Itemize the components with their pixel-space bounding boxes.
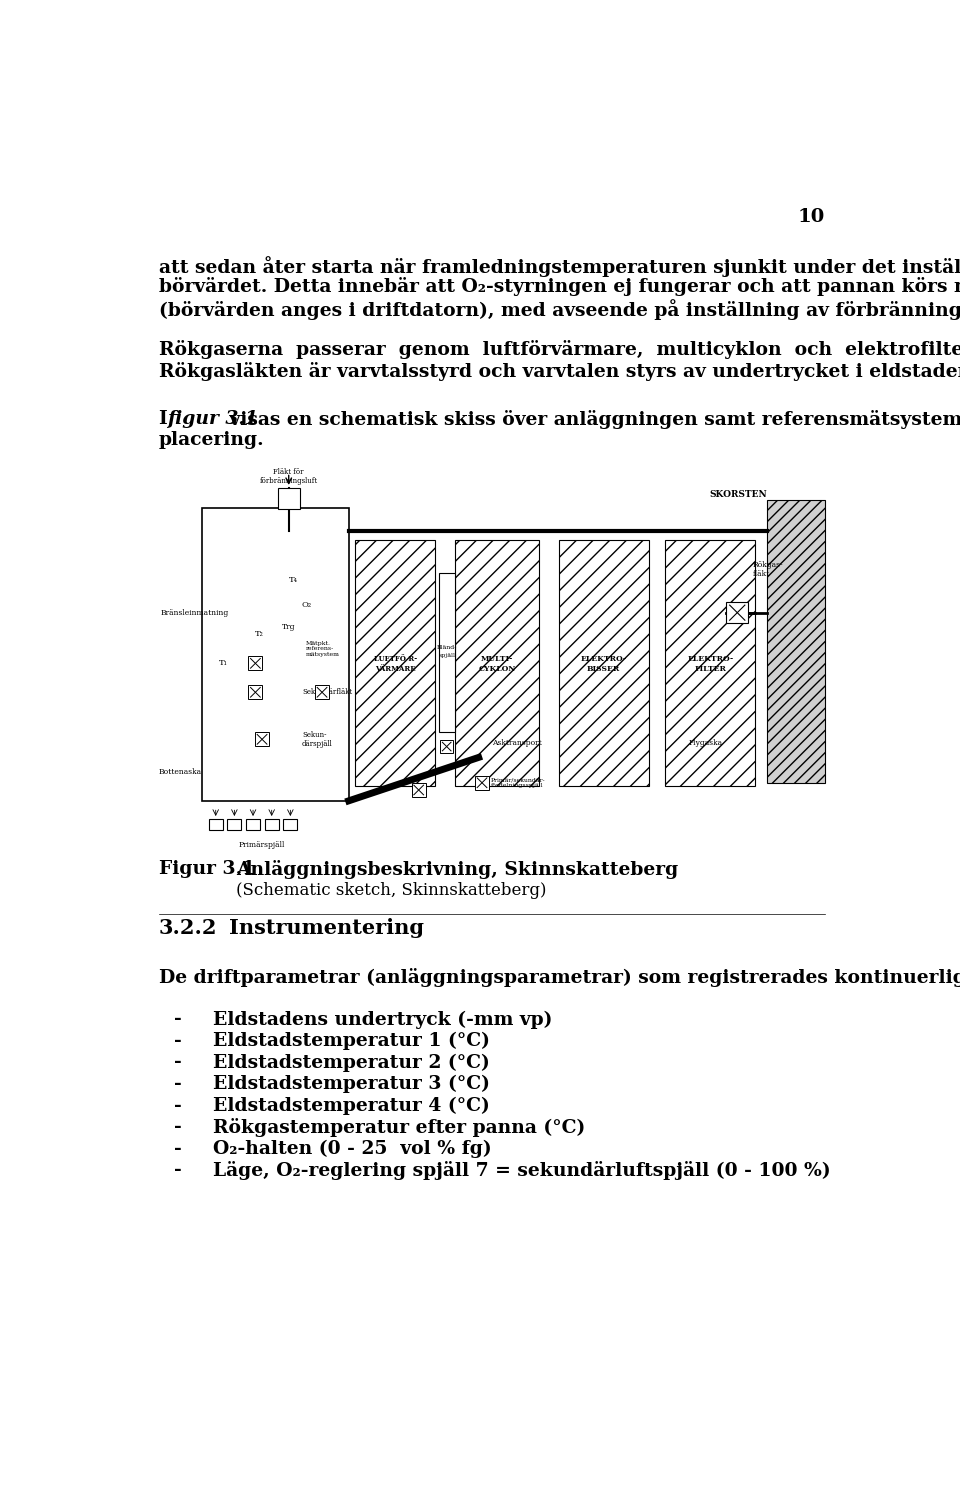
Text: BISSER: BISSER bbox=[587, 666, 620, 673]
Text: spjäll: spjäll bbox=[438, 654, 455, 658]
Bar bbox=[249, 685, 262, 700]
Bar bbox=[228, 819, 241, 831]
Text: -: - bbox=[175, 1096, 182, 1115]
Text: att sedan åter starta när framledningstemperaturen sjunkit under det inställda: att sedan åter starta när framledningste… bbox=[158, 256, 960, 277]
Text: figur 3.1: figur 3.1 bbox=[167, 409, 258, 427]
Text: CYKLON: CYKLON bbox=[478, 666, 516, 673]
Text: Instrumentering: Instrumentering bbox=[228, 917, 423, 938]
Text: SKORSTEN: SKORSTEN bbox=[709, 490, 767, 499]
Text: 10: 10 bbox=[798, 208, 826, 226]
Text: Fläkt för
förbränningsluft: Fläkt för förbränningsluft bbox=[259, 468, 318, 485]
Bar bbox=[255, 733, 269, 746]
Text: Primärspjäll: Primärspjäll bbox=[239, 841, 285, 849]
Bar bbox=[208, 819, 223, 831]
Text: T₂: T₂ bbox=[255, 630, 264, 639]
Bar bbox=[355, 541, 435, 786]
Text: Figur 3.1: Figur 3.1 bbox=[158, 861, 255, 879]
Text: ELEKTRO-: ELEKTRO- bbox=[581, 655, 627, 664]
Text: Läge, O₂-reglering spjäll 7 = sekundärluftspjäll (0 - 100 %): Läge, O₂-reglering spjäll 7 = sekundärlu… bbox=[213, 1161, 830, 1181]
Text: Rökgasläkten är varvtalsstyrd och varvtalen styrs av undertrycket i eldstaden.: Rökgasläkten är varvtalsstyrd och varvta… bbox=[158, 362, 960, 381]
Bar bbox=[455, 541, 539, 786]
Text: O₂: O₂ bbox=[301, 602, 312, 609]
Text: Bottenaska: Bottenaska bbox=[158, 768, 202, 776]
Bar bbox=[439, 573, 455, 733]
Text: O₂-halten (0 - 25  vol % fg): O₂-halten (0 - 25 vol % fg) bbox=[213, 1139, 492, 1158]
Bar bbox=[315, 685, 329, 700]
Bar bbox=[559, 541, 649, 786]
Bar bbox=[727, 602, 748, 624]
Text: LUFTFÖ R-: LUFTFÖ R- bbox=[373, 655, 417, 664]
Text: -: - bbox=[175, 1075, 182, 1093]
Bar bbox=[249, 657, 262, 670]
Text: 3.2.2: 3.2.2 bbox=[158, 917, 217, 938]
Text: visas en schematisk skiss över anläggningen samt referensmätsystemets: visas en schematisk skiss över anläggnin… bbox=[223, 409, 960, 429]
Text: Eldstadstemperatur 3 (°C): Eldstadstemperatur 3 (°C) bbox=[213, 1075, 490, 1093]
Text: börvärdet. Detta innebär att O₂-styrningen ej fungerar och att pannan körs manue: börvärdet. Detta innebär att O₂-styrning… bbox=[158, 277, 960, 296]
Text: Eldstadstemperatur 1 (°C): Eldstadstemperatur 1 (°C) bbox=[213, 1032, 490, 1050]
Bar bbox=[665, 541, 756, 786]
Text: MULTI-: MULTI- bbox=[481, 655, 514, 664]
Text: Primär/sekundär-
fördelningsspjäll: Primär/sekundär- fördelningsspjäll bbox=[491, 777, 545, 788]
Text: Rökgas-
fläkt: Rökgas- fläkt bbox=[753, 561, 783, 578]
Text: -: - bbox=[175, 1032, 182, 1050]
Text: Bränsleinmatning: Bränsleinmatning bbox=[160, 609, 228, 616]
Text: Sekun-
därspjäll: Sekun- därspjäll bbox=[302, 731, 333, 747]
Text: Rökgaserna  passerar  genom  luftförvärmare,  multicyklon  och  elektrofilter.: Rökgaserna passerar genom luftförvärmare… bbox=[158, 341, 960, 359]
Text: (Schematic sketch, Skinnskatteberg): (Schematic sketch, Skinnskatteberg) bbox=[236, 881, 547, 899]
Bar bbox=[277, 488, 300, 509]
Bar bbox=[265, 819, 278, 831]
Text: FILTER: FILTER bbox=[694, 666, 726, 673]
Text: Anläggningsbeskrivning, Skinnskatteberg: Anläggningsbeskrivning, Skinnskatteberg bbox=[236, 861, 679, 879]
Text: Sekundärfläkt: Sekundärfläkt bbox=[302, 688, 352, 697]
Text: Eldstadens undertryck (-mm vp): Eldstadens undertryck (-mm vp) bbox=[213, 1010, 552, 1029]
Text: Mätpkt.
referens-
mätsystem: Mätpkt. referens- mätsystem bbox=[305, 640, 339, 657]
Text: Rökgastemperatur efter panna (°C): Rökgastemperatur efter panna (°C) bbox=[213, 1118, 586, 1138]
Text: Trg: Trg bbox=[282, 622, 296, 631]
Bar bbox=[441, 740, 453, 753]
Bar bbox=[246, 819, 260, 831]
Text: -: - bbox=[175, 1010, 182, 1029]
Text: VÄRMARE: VÄRMARE bbox=[375, 666, 416, 673]
Text: Eldstadstemperatur 2 (°C): Eldstadstemperatur 2 (°C) bbox=[213, 1053, 490, 1072]
Text: -: - bbox=[175, 1161, 182, 1179]
Text: Bländ-: Bländ- bbox=[437, 645, 457, 651]
Text: T₁: T₁ bbox=[219, 660, 228, 667]
Text: -: - bbox=[175, 1118, 182, 1136]
Text: T₄: T₄ bbox=[289, 576, 298, 584]
Text: placering.: placering. bbox=[158, 432, 264, 450]
Text: -: - bbox=[175, 1139, 182, 1157]
Text: I: I bbox=[158, 409, 174, 427]
Text: ELEKTRO-: ELEKTRO- bbox=[687, 655, 733, 664]
Text: -: - bbox=[175, 1053, 182, 1072]
Bar bbox=[202, 508, 348, 801]
Text: T₃: T₃ bbox=[255, 660, 264, 667]
Bar bbox=[283, 819, 298, 831]
Bar bbox=[475, 776, 489, 789]
Text: (börvärden anges i driftdatorn), med avseende på inställning av förbränningsluft: (börvärden anges i driftdatorn), med avs… bbox=[158, 299, 960, 320]
Text: De driftparametrar (anläggningsparametrar) som registrerades kontinuerligt var;: De driftparametrar (anläggningsparametra… bbox=[158, 968, 960, 987]
Bar bbox=[767, 500, 826, 783]
Text: Asktransport: Asktransport bbox=[492, 739, 541, 747]
Text: Eldstadstemperatur 4 (°C): Eldstadstemperatur 4 (°C) bbox=[213, 1096, 490, 1115]
Text: Flygaska: Flygaska bbox=[688, 739, 723, 747]
Bar bbox=[412, 783, 425, 797]
